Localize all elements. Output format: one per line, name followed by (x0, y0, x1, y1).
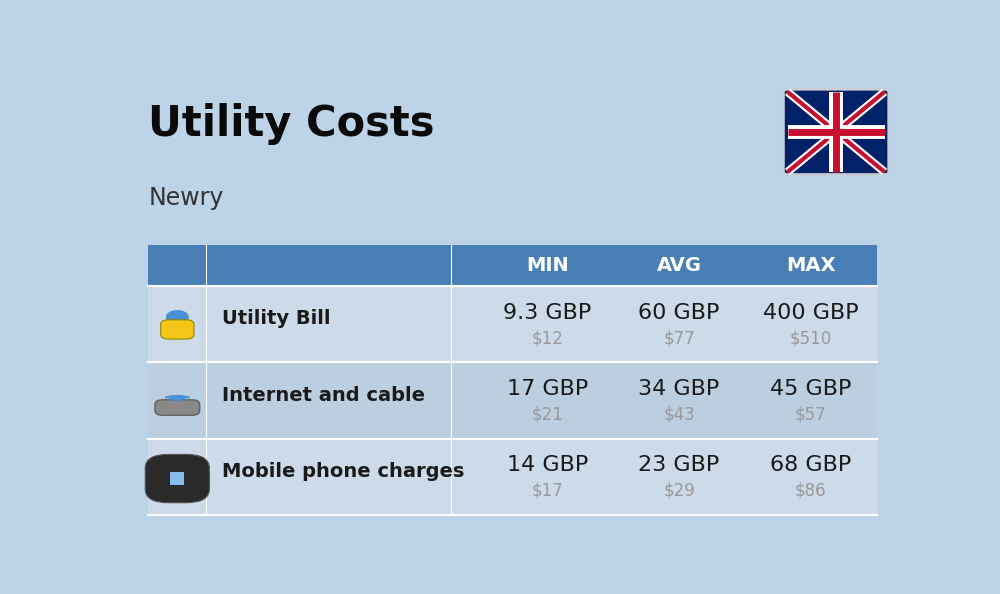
Text: MIN: MIN (526, 256, 569, 275)
Text: $29: $29 (663, 482, 695, 500)
Text: 23 GBP: 23 GBP (639, 456, 720, 475)
FancyBboxPatch shape (148, 362, 877, 439)
Text: $86: $86 (795, 482, 827, 500)
FancyBboxPatch shape (148, 286, 877, 362)
Text: $21: $21 (531, 405, 563, 424)
FancyBboxPatch shape (170, 472, 184, 485)
Text: Utility Costs: Utility Costs (148, 103, 435, 146)
Text: 60 GBP: 60 GBP (638, 303, 720, 323)
FancyBboxPatch shape (784, 90, 888, 174)
Text: $17: $17 (532, 482, 563, 500)
FancyBboxPatch shape (161, 320, 194, 339)
Text: AVG: AVG (657, 256, 702, 275)
FancyBboxPatch shape (148, 245, 877, 286)
Text: $510: $510 (790, 329, 832, 347)
Text: $77: $77 (663, 329, 695, 347)
Text: $43: $43 (663, 405, 695, 424)
FancyBboxPatch shape (148, 439, 877, 515)
Text: 68 GBP: 68 GBP (770, 456, 852, 475)
Text: MAX: MAX (786, 256, 836, 275)
Text: Utility Bill: Utility Bill (222, 309, 330, 328)
Text: Internet and cable: Internet and cable (222, 386, 425, 405)
Text: $57: $57 (795, 405, 827, 424)
Text: 9.3 GBP: 9.3 GBP (503, 303, 592, 323)
Text: 34 GBP: 34 GBP (639, 379, 720, 399)
Text: 17 GBP: 17 GBP (507, 379, 588, 399)
Text: Newry: Newry (148, 185, 224, 210)
Circle shape (167, 311, 188, 324)
Text: 45 GBP: 45 GBP (770, 379, 852, 399)
FancyBboxPatch shape (155, 400, 200, 415)
Text: $12: $12 (531, 329, 563, 347)
Text: 14 GBP: 14 GBP (507, 456, 588, 475)
Text: 400 GBP: 400 GBP (763, 303, 859, 323)
FancyBboxPatch shape (145, 454, 209, 503)
Text: Mobile phone charges: Mobile phone charges (222, 462, 464, 481)
